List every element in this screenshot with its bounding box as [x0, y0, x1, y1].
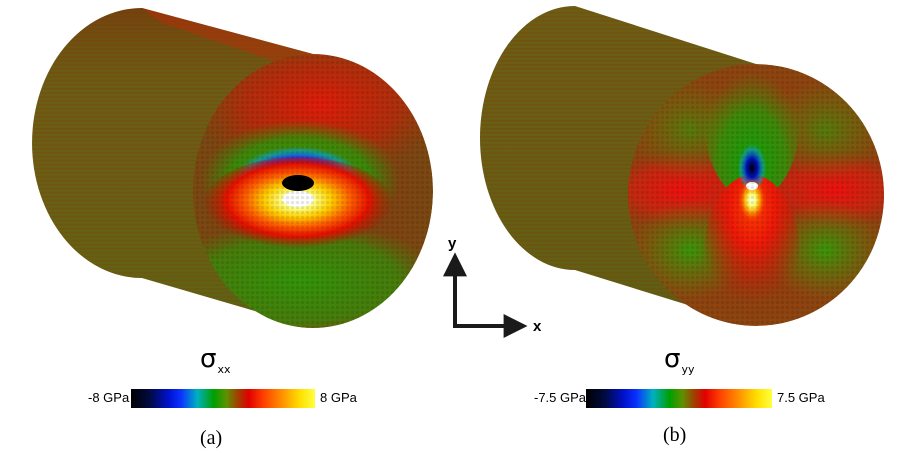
panel-a-letter: (a) — [200, 427, 223, 449]
colorbar-a-max-label: 8 GPa — [320, 390, 357, 405]
axes-indicator — [443, 252, 528, 338]
sigma-symbol-b: σ — [664, 344, 681, 374]
y-axis-label: y — [448, 235, 457, 252]
colorbar-a-min-label: -8 GPa — [88, 390, 130, 405]
sigma-label-b: σyy — [664, 344, 695, 377]
colorbar-b-min-label: -7.5 GPa — [534, 390, 587, 405]
colorbar-b-max-label: 7.5 GPa — [777, 390, 825, 405]
sigma-subscript-a: xx — [217, 363, 231, 376]
sigma-symbol-a: σ — [200, 344, 217, 374]
x-axis-label: x — [533, 318, 542, 335]
sigma-label-a: σxx — [200, 344, 231, 377]
colorbar-b — [586, 389, 772, 408]
cylinder-b — [480, 6, 884, 326]
sigma-subscript-b: yy — [681, 363, 695, 376]
cylinder-a — [32, 8, 433, 328]
colorbar-a — [131, 389, 315, 408]
cylinder-a-face — [193, 54, 433, 328]
panel-b-letter: (b) — [663, 424, 687, 446]
